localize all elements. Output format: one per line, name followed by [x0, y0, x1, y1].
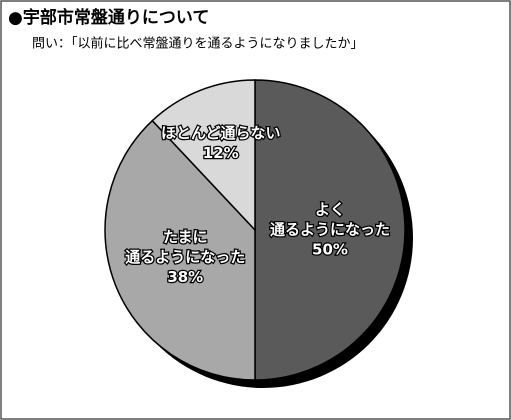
chart-title: ●宇部市常盤通りについて [8, 7, 209, 28]
pie-slice [254, 79, 406, 381]
value-label: 50% [312, 241, 348, 259]
pie-slice [151, 79, 256, 232]
slice-label: たまに [163, 228, 208, 246]
slice-label: よく [315, 201, 345, 219]
chart-subtitle: 問い：「以前に比べ常盤通りを通るようになりましたか」 [32, 36, 364, 52]
value-label: 12% [203, 144, 239, 162]
slice-label: 通るようになった [125, 248, 245, 266]
slice-label: ほとんど通らない [161, 124, 281, 142]
value-label: 38% [167, 268, 203, 286]
slice-label: 通るようになった [270, 221, 390, 239]
pie-slice [104, 119, 256, 381]
